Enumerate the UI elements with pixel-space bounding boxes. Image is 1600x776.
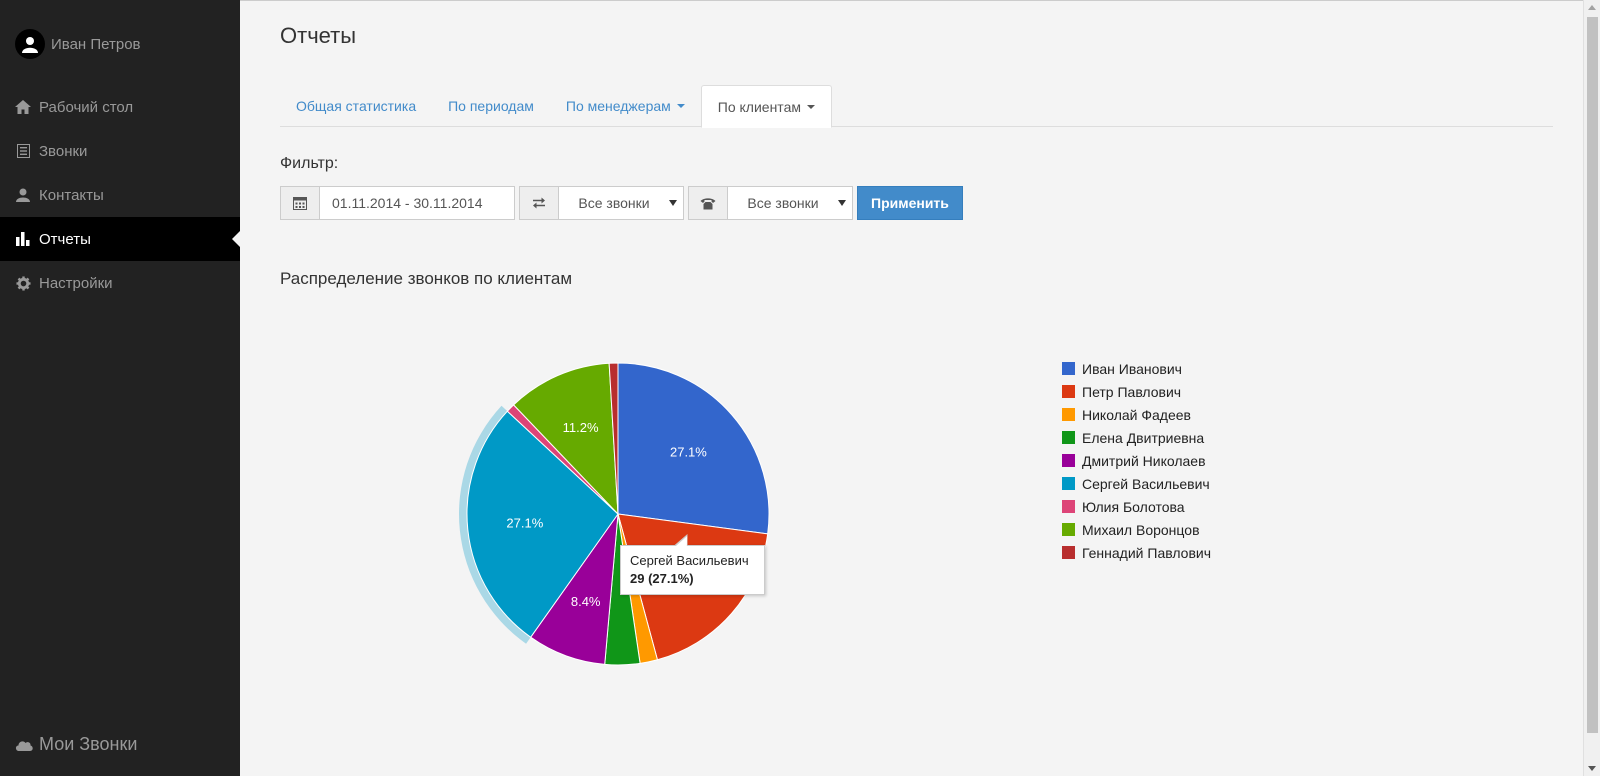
sidebar: Иван Петров Рабочий стол Звонки Контакты… xyxy=(0,0,240,776)
legend-swatch xyxy=(1062,385,1075,398)
pie-chart: 27.1%18.7%8.4%27.1%11.2% xyxy=(459,362,770,666)
report-tabs: Общая статистика По периодам По менеджер… xyxy=(280,85,1553,128)
call-type-value: Все звонки xyxy=(747,195,819,211)
call-direction-select[interactable]: Все звонки xyxy=(559,186,684,220)
tab-by-clients[interactable]: По клиентам xyxy=(700,85,832,128)
chart-tooltip: Сергей Васильевич 29 (27.1%) xyxy=(620,545,765,595)
tab-label: По менеджерам xyxy=(565,98,671,114)
home-icon xyxy=(15,99,31,115)
legend-label: Юлия Болотова xyxy=(1082,498,1185,515)
sidebar-nav: Рабочий стол Звонки Контакты Отчеты Наст… xyxy=(0,85,240,305)
legend-label: Елена Двитриевна xyxy=(1082,429,1205,446)
pie-slice[interactable] xyxy=(466,410,619,638)
legend-label: Сергей Васильевич xyxy=(1082,475,1210,492)
page-title: Отчеты xyxy=(280,23,357,48)
exchange-icon xyxy=(519,186,559,220)
sidebar-item-label: Контакты xyxy=(39,186,104,204)
pie-slice[interactable] xyxy=(512,362,619,516)
phone-icon xyxy=(688,186,728,220)
user-name: Иван Петров xyxy=(51,35,141,53)
pie-slice[interactable] xyxy=(617,362,770,535)
gear-icon xyxy=(15,275,31,291)
person-icon xyxy=(15,187,31,203)
sidebar-item-label: Рабочий стол xyxy=(39,98,134,116)
tooltip-name: Сергей Васильевич xyxy=(630,553,749,568)
sidebar-item-label: Настройки xyxy=(39,274,113,292)
date-range-input[interactable]: 01.11.2014 - 30.11.2014 xyxy=(320,186,515,220)
caret-down-icon xyxy=(676,104,685,108)
vertical-scrollbar[interactable] xyxy=(1583,0,1600,776)
main-content: Отчеты Общая статистика По периодам По м… xyxy=(240,0,1583,776)
legend-swatch xyxy=(1062,362,1075,375)
legend-item[interactable]: Петр Павлович xyxy=(1062,380,1211,403)
slice-data-label: 27.1% xyxy=(506,516,543,531)
scrollbar-thumb[interactable] xyxy=(1587,17,1598,733)
slice-data-label: 11.2% xyxy=(563,420,599,435)
legend-swatch xyxy=(1062,431,1075,444)
legend-item[interactable]: Николай Фадеев xyxy=(1062,403,1211,426)
sidebar-item-reports[interactable]: Отчеты xyxy=(0,217,240,261)
bar-chart-icon xyxy=(15,231,31,247)
tab-by-managers[interactable]: По менеджерам xyxy=(550,85,701,127)
dropdown-arrow-icon xyxy=(838,200,846,206)
legend-item[interactable]: Геннадий Павлович xyxy=(1062,541,1211,564)
call-direction-value: Все звонки xyxy=(578,195,650,211)
brand-logo[interactable]: Мои Звонки xyxy=(15,734,137,755)
slice-data-label: 8.4% xyxy=(571,594,601,609)
sidebar-item-label: Отчеты xyxy=(39,230,91,248)
sidebar-item-calls[interactable]: Звонки xyxy=(0,129,240,173)
brand-name: Мои Звонки xyxy=(39,734,138,754)
legend-label: Геннадий Павлович xyxy=(1082,544,1212,561)
sidebar-item-dashboard[interactable]: Рабочий стол xyxy=(0,85,240,129)
legend-label: Николай Фадеев xyxy=(1082,406,1191,423)
cloud-icon xyxy=(15,739,33,751)
legend-item[interactable]: Михаил Воронцов xyxy=(1062,518,1211,541)
legend-swatch xyxy=(1062,454,1075,467)
calendar-icon[interactable] xyxy=(280,186,320,220)
list-icon xyxy=(15,143,31,159)
legend-label: Иван Иванович xyxy=(1082,360,1182,377)
legend-item[interactable]: Сергей Васильевич xyxy=(1062,472,1211,495)
legend-swatch xyxy=(1062,408,1075,421)
caret-down-icon xyxy=(806,104,815,109)
legend-swatch xyxy=(1062,523,1075,536)
sidebar-item-contacts[interactable]: Контакты xyxy=(0,173,240,217)
sidebar-item-label: Звонки xyxy=(39,142,88,160)
tooltip-value: 29 (27.1%) xyxy=(630,571,694,586)
legend-item[interactable]: Елена Двитриевна xyxy=(1062,426,1211,449)
sidebar-item-settings[interactable]: Настройки xyxy=(0,261,240,305)
legend-item[interactable]: Юлия Болотова xyxy=(1062,495,1211,518)
scroll-up-icon[interactable] xyxy=(1588,5,1596,10)
chart-title: Распределение звонков по клиентам xyxy=(280,269,573,288)
user-profile[interactable]: Иван Петров xyxy=(15,28,141,60)
filter-label: Фильтр: xyxy=(280,155,339,172)
user-icon xyxy=(15,29,45,59)
tab-general-stats[interactable]: Общая статистика xyxy=(280,85,432,127)
legend-label: Дмитрий Николаев xyxy=(1082,452,1206,469)
scroll-down-icon[interactable] xyxy=(1588,766,1596,771)
legend-label: Петр Павлович xyxy=(1082,383,1182,400)
legend-label: Михаил Воронцов xyxy=(1082,521,1200,538)
legend-swatch xyxy=(1062,546,1075,559)
tab-label: По периодам xyxy=(448,98,534,114)
chart-legend: Иван Иванович Петр Павлович Николай Фадеев… xyxy=(1062,357,1211,564)
legend-item[interactable]: Дмитрий Николаев xyxy=(1062,449,1211,472)
legend-item[interactable]: Иван Иванович xyxy=(1062,357,1211,380)
pie-slice[interactable] xyxy=(608,362,619,515)
apply-button[interactable]: Применить xyxy=(857,186,963,220)
tab-label: По клиентам xyxy=(717,98,801,115)
call-type-select[interactable]: Все звонки xyxy=(728,186,853,220)
slice-data-label: 27.1% xyxy=(670,444,707,459)
legend-swatch xyxy=(1062,500,1075,513)
legend-swatch xyxy=(1062,477,1075,490)
tab-label: Общая статистика xyxy=(296,98,417,114)
dropdown-arrow-icon xyxy=(669,200,677,206)
tab-by-periods[interactable]: По периодам xyxy=(432,85,550,127)
filter-bar: 01.11.2014 - 30.11.2014 Все звонки Все з… xyxy=(280,186,963,220)
